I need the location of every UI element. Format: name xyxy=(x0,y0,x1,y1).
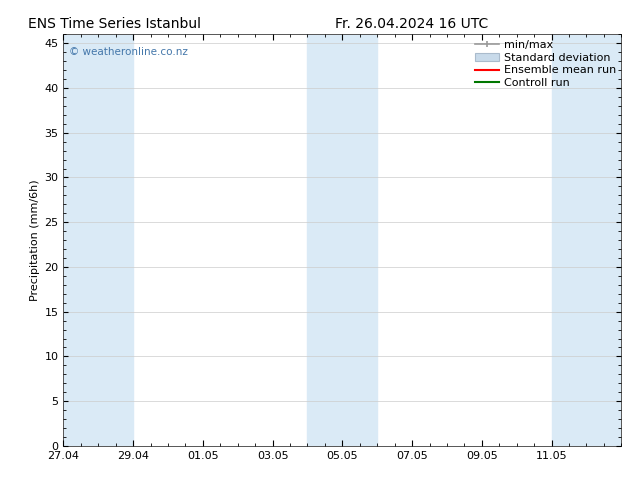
Legend: min/max, Standard deviation, Ensemble mean run, Controll run: min/max, Standard deviation, Ensemble me… xyxy=(472,38,618,91)
Bar xyxy=(307,34,377,446)
Bar xyxy=(552,34,621,446)
Text: ENS Time Series Istanbul: ENS Time Series Istanbul xyxy=(28,17,200,31)
Y-axis label: Precipitation (mm/6h): Precipitation (mm/6h) xyxy=(30,179,40,301)
Text: © weatheronline.co.nz: © weatheronline.co.nz xyxy=(69,47,188,57)
Text: Fr. 26.04.2024 16 UTC: Fr. 26.04.2024 16 UTC xyxy=(335,17,489,31)
Bar xyxy=(63,34,133,446)
